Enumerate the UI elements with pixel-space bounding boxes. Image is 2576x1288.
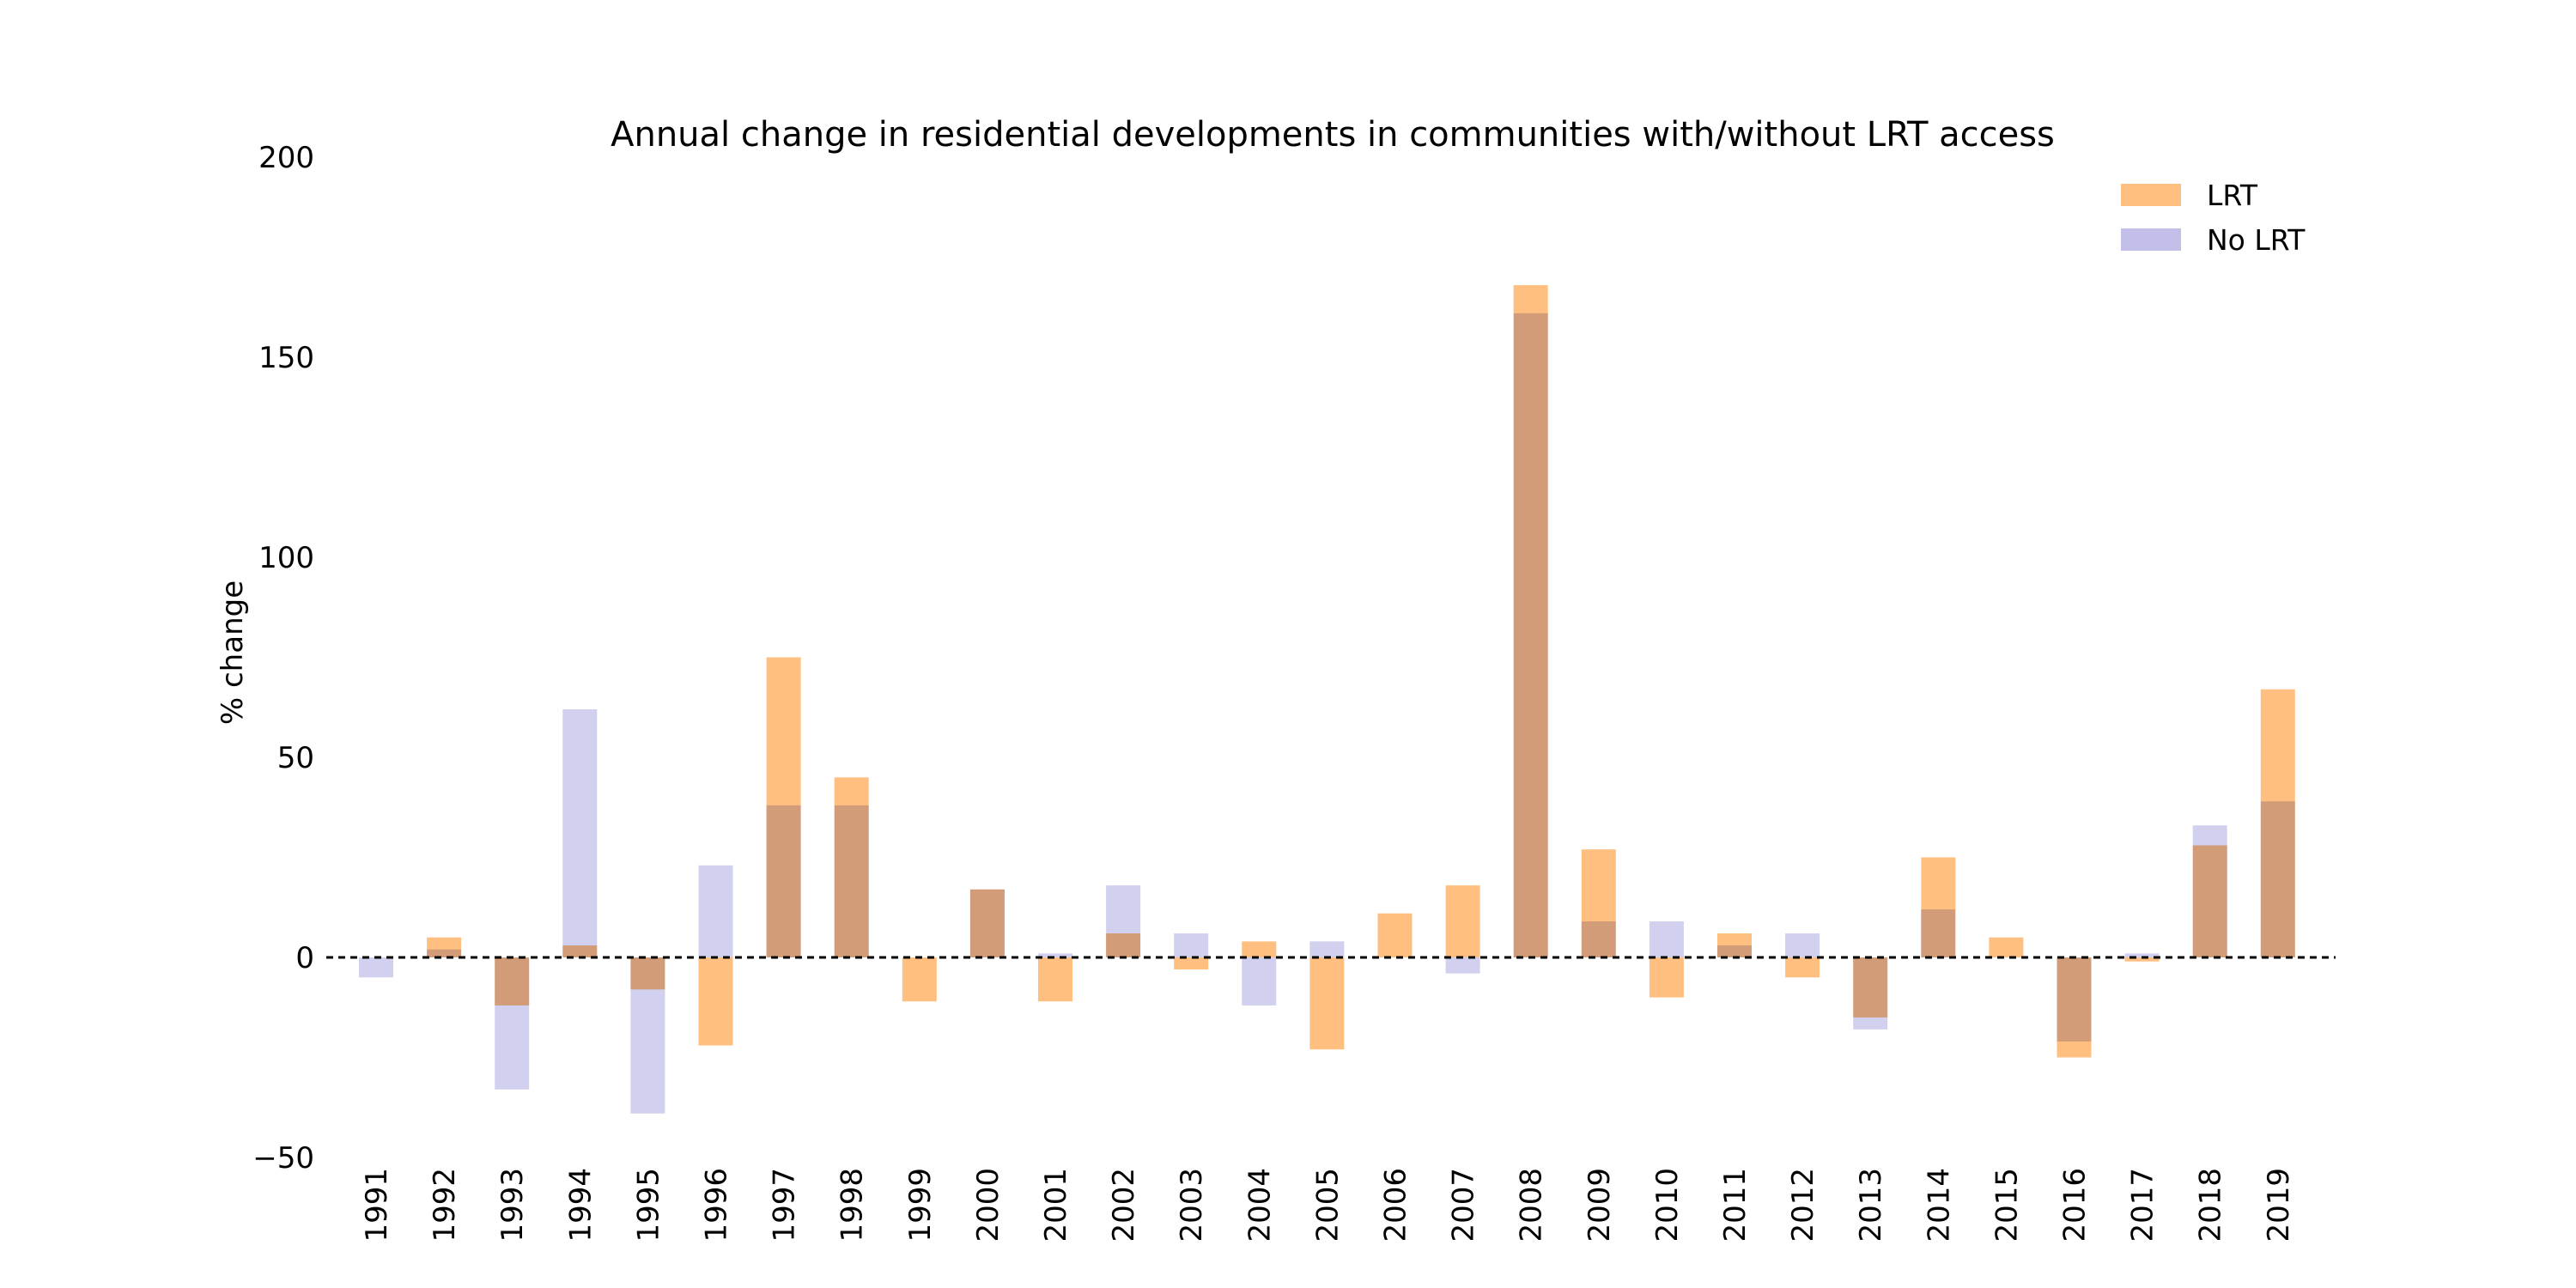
bar-no-lrt-2019 xyxy=(2260,801,2295,957)
y-tick-label: 200 xyxy=(258,141,314,175)
legend: LRT No LRT xyxy=(2121,179,2306,257)
x-tick-label: 2006 xyxy=(1379,1168,1413,1242)
x-tick-label: 2007 xyxy=(1447,1168,1481,1242)
x-tick-label: 2002 xyxy=(1107,1168,1141,1242)
bar-lrt-2012 xyxy=(1785,957,1820,978)
legend-swatch-no-lrt xyxy=(2121,228,2181,251)
y-tick-label: 0 xyxy=(295,941,314,975)
bar-lrt-2007 xyxy=(1445,885,1480,957)
bar-lrt-2001 xyxy=(1038,957,1072,1002)
x-tick-label: 2019 xyxy=(2262,1168,2296,1242)
x-tick-label: 2014 xyxy=(1922,1168,1956,1242)
x-tick-label: 2017 xyxy=(2126,1168,2160,1242)
bar-no-lrt-2016 xyxy=(2057,957,2092,1042)
x-tick-label: 2003 xyxy=(1175,1168,1209,1242)
bar-no-lrt-2001 xyxy=(1038,953,1072,957)
bar-no-lrt-2005 xyxy=(1309,941,1345,957)
bar-no-lrt-2002 xyxy=(1106,885,1141,957)
x-tick-label: 1994 xyxy=(563,1168,598,1242)
bar-no-lrt-2017 xyxy=(2124,953,2160,957)
bar-no-lrt-1997 xyxy=(766,805,801,957)
x-tick-label: 2009 xyxy=(1583,1168,1617,1242)
bar-no-lrt-1992 xyxy=(427,949,462,957)
bar-lrt-2005 xyxy=(1309,957,1345,1050)
bar-no-lrt-1996 xyxy=(698,865,733,957)
x-tick-label: 2008 xyxy=(1515,1168,1549,1242)
bar-lrt-2017 xyxy=(2124,957,2160,962)
x-tick-label: 2000 xyxy=(971,1168,1005,1242)
bar-no-lrt-2007 xyxy=(1445,957,1480,974)
bar-lrt-2004 xyxy=(1242,941,1277,957)
x-tick-label: 1995 xyxy=(631,1168,665,1242)
bar-no-lrt-2000 xyxy=(969,889,1005,957)
x-tick-label: 2001 xyxy=(1039,1168,1073,1242)
x-tick-label: 2004 xyxy=(1242,1168,1277,1242)
chart-title: Annual change in residential development… xyxy=(611,115,2055,155)
x-tick-label: 2016 xyxy=(2058,1168,2093,1242)
x-tick-label: 1991 xyxy=(360,1168,394,1242)
x-tick-label: 1997 xyxy=(768,1168,802,1242)
x-tick-label: 2013 xyxy=(1854,1168,1888,1242)
bar-no-lrt-2003 xyxy=(1174,933,1209,957)
x-tick-label: 1999 xyxy=(903,1168,938,1242)
bar-lrt-1999 xyxy=(902,957,937,1002)
x-tick-label: 1992 xyxy=(428,1168,462,1242)
x-tick-label: 1993 xyxy=(495,1168,530,1242)
bar-no-lrt-1994 xyxy=(562,709,598,957)
bar-no-lrt-1998 xyxy=(834,805,869,957)
bar-no-lrt-2011 xyxy=(1717,945,1752,957)
x-tick-label: 2005 xyxy=(1310,1168,1345,1242)
bar-no-lrt-2004 xyxy=(1242,957,1277,1005)
bar-lrt-1996 xyxy=(698,957,733,1046)
bar-no-lrt-2018 xyxy=(2192,825,2227,957)
x-tick-label: 2011 xyxy=(1718,1168,1753,1242)
legend-label-no-lrt: No LRT xyxy=(2207,223,2306,257)
bar-no-lrt-2014 xyxy=(1921,909,1956,957)
bar-no-lrt-1991 xyxy=(359,957,393,978)
x-axis-ticks: 1991 1992 1993 1994 1995 1996 1997 1998 1999 2000… xyxy=(360,1168,2296,1242)
x-tick-label: 2012 xyxy=(1786,1168,1820,1242)
legend-swatch-lrt xyxy=(2121,184,2181,206)
x-tick-label: 2015 xyxy=(1990,1168,2024,1242)
y-axis-label: % change xyxy=(216,580,250,725)
bar-no-lrt-2010 xyxy=(1649,921,1684,957)
x-tick-label: 2010 xyxy=(1650,1168,1685,1242)
y-tick-label: 150 xyxy=(258,341,314,375)
bar-no-lrt-2013 xyxy=(1853,957,1888,1030)
bar-no-lrt-2009 xyxy=(1581,921,1616,957)
y-axis-ticks: −50 0 50 100 150 200 xyxy=(252,141,314,1176)
bar-no-lrt-1993 xyxy=(495,957,530,1090)
y-tick-label: 50 xyxy=(277,741,314,775)
bar-no-lrt-2012 xyxy=(1785,933,1820,957)
y-tick-label: 100 xyxy=(258,541,314,575)
y-tick-label: −50 xyxy=(252,1141,314,1176)
bar-no-lrt-1995 xyxy=(630,957,665,1114)
x-tick-label: 2018 xyxy=(2194,1168,2228,1242)
x-tick-label: 1996 xyxy=(700,1168,734,1242)
bars xyxy=(359,285,2295,1114)
x-tick-label: 1998 xyxy=(835,1168,870,1242)
bar-lrt-2006 xyxy=(1377,913,1413,957)
legend-label-lrt: LRT xyxy=(2207,179,2258,212)
bar-lrt-2015 xyxy=(1989,937,2024,957)
bar-lrt-2003 xyxy=(1174,957,1209,969)
bar-lrt-2010 xyxy=(1649,957,1684,998)
bar-no-lrt-2008 xyxy=(1513,313,1548,957)
